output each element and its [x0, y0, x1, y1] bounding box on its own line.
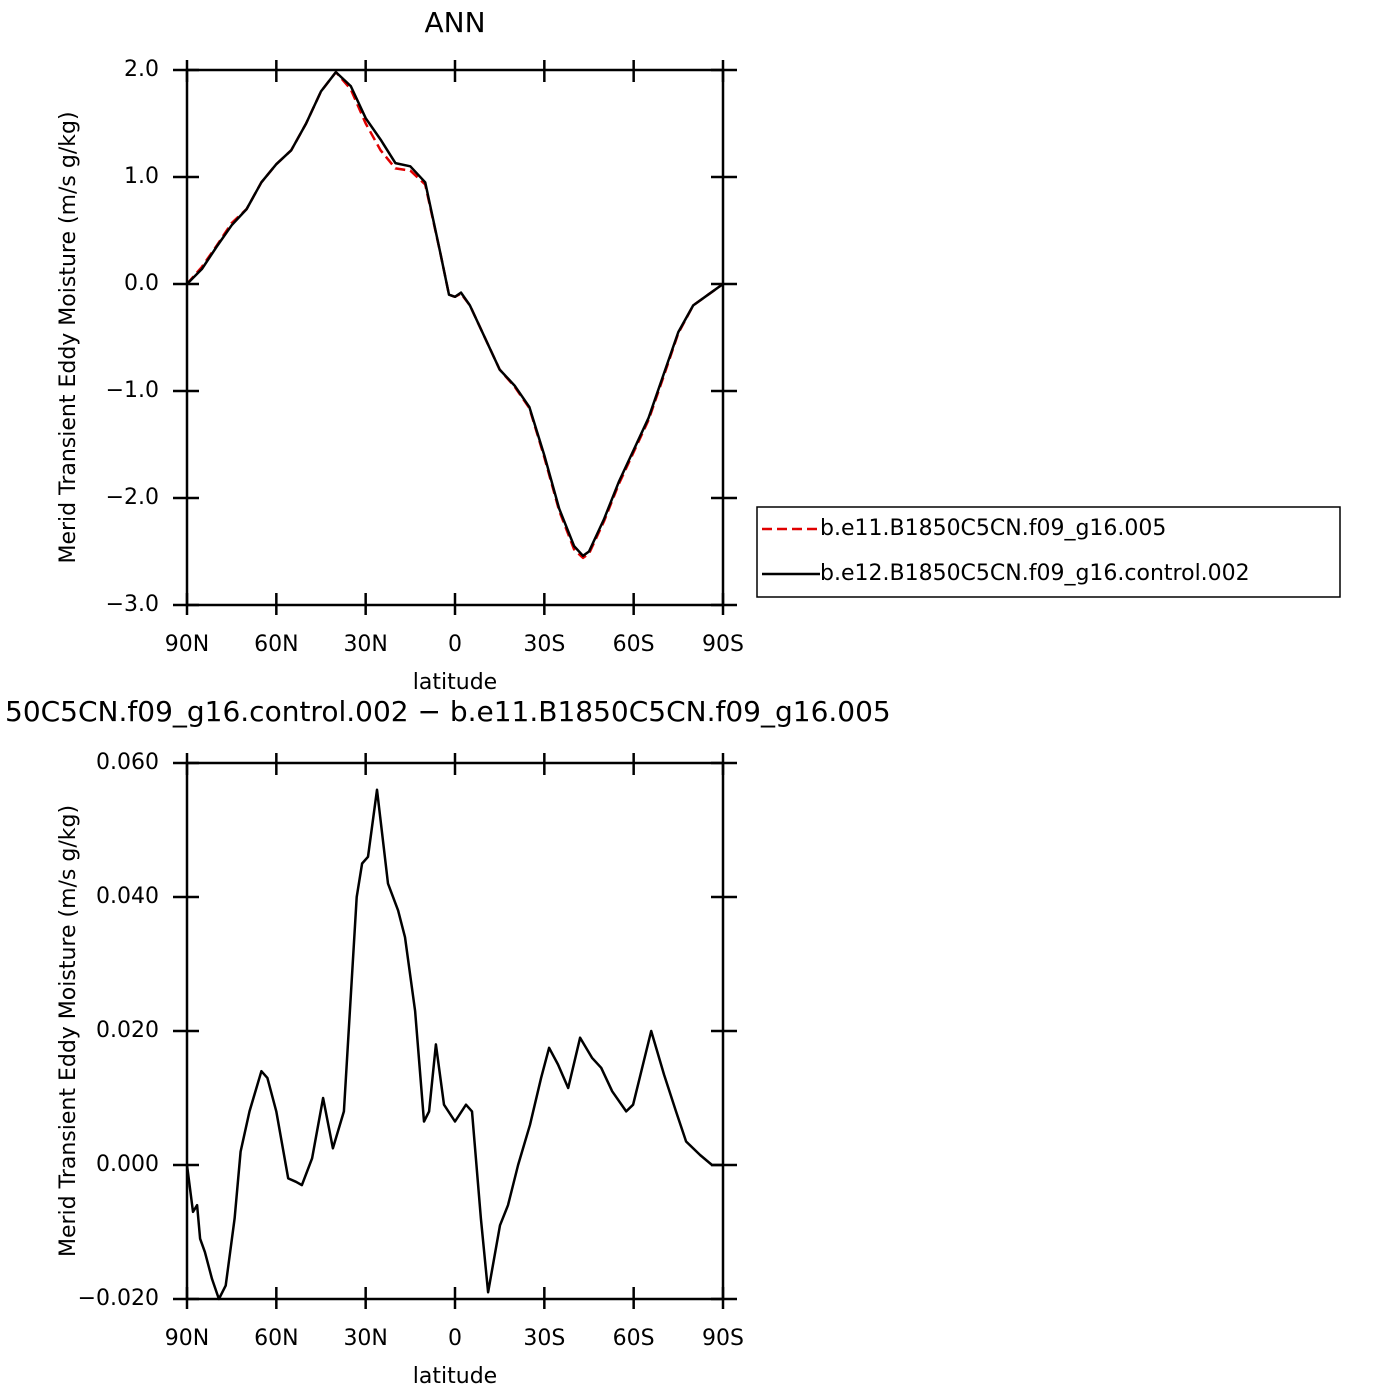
- x-tick-label: 90N: [165, 1326, 209, 1351]
- y-tick-label: 0.020: [96, 1018, 159, 1043]
- chart-title: 50C5CN.f09_g16.control.002 − b.e11.B1850…: [5, 695, 891, 728]
- y-axis-label: Merid Transient Eddy Moisture (m/s g/kg): [56, 111, 81, 563]
- y-tick-label: 0.0: [124, 271, 159, 296]
- x-tick-label: 60N: [254, 632, 298, 657]
- chart-title: ANN: [424, 6, 485, 39]
- y-tick-label: 1.0: [124, 164, 159, 189]
- x-tick-label: 60S: [613, 1326, 655, 1351]
- series-line: [186, 70, 724, 560]
- x-tick-label: 30N: [343, 1326, 387, 1351]
- legend-box: [756, 506, 1341, 598]
- plot-frame: [185, 761, 725, 1301]
- x-tick-label: 60N: [254, 1326, 298, 1351]
- legend-label: b.e11.B1850C5CN.f09_g16.005: [820, 516, 1166, 541]
- x-axis-label: latitude: [413, 1364, 497, 1389]
- plot-frame: [185, 68, 725, 607]
- y-tick-label: −0.020: [78, 1286, 159, 1311]
- series-line: [185, 788, 723, 1301]
- x-tick-label: 0: [448, 632, 462, 657]
- y-tick-label: −3.0: [106, 592, 159, 617]
- x-tick-label: 90S: [702, 1326, 744, 1351]
- y-tick-label: 0.040: [96, 884, 159, 909]
- y-axis-label: Merid Transient Eddy Moisture (m/s g/kg): [56, 805, 81, 1257]
- x-axis-label: latitude: [413, 670, 497, 695]
- x-tick-label: 0: [448, 1326, 462, 1351]
- x-tick-label: 90S: [702, 632, 744, 657]
- y-tick-label: −2.0: [106, 485, 159, 510]
- y-tick-label: −1.0: [106, 378, 159, 403]
- x-tick-label: 30S: [523, 632, 565, 657]
- legend-label: b.e12.B1850C5CN.f09_g16.control.002: [820, 561, 1250, 586]
- x-tick-label: 90N: [165, 632, 209, 657]
- series-line: [186, 70, 724, 558]
- x-tick-label: 30N: [343, 632, 387, 657]
- y-tick-label: 2.0: [124, 57, 159, 82]
- x-tick-label: 60S: [613, 632, 655, 657]
- y-tick-label: 0.060: [96, 750, 159, 775]
- x-tick-label: 30S: [523, 1326, 565, 1351]
- y-tick-label: 0.000: [96, 1152, 159, 1177]
